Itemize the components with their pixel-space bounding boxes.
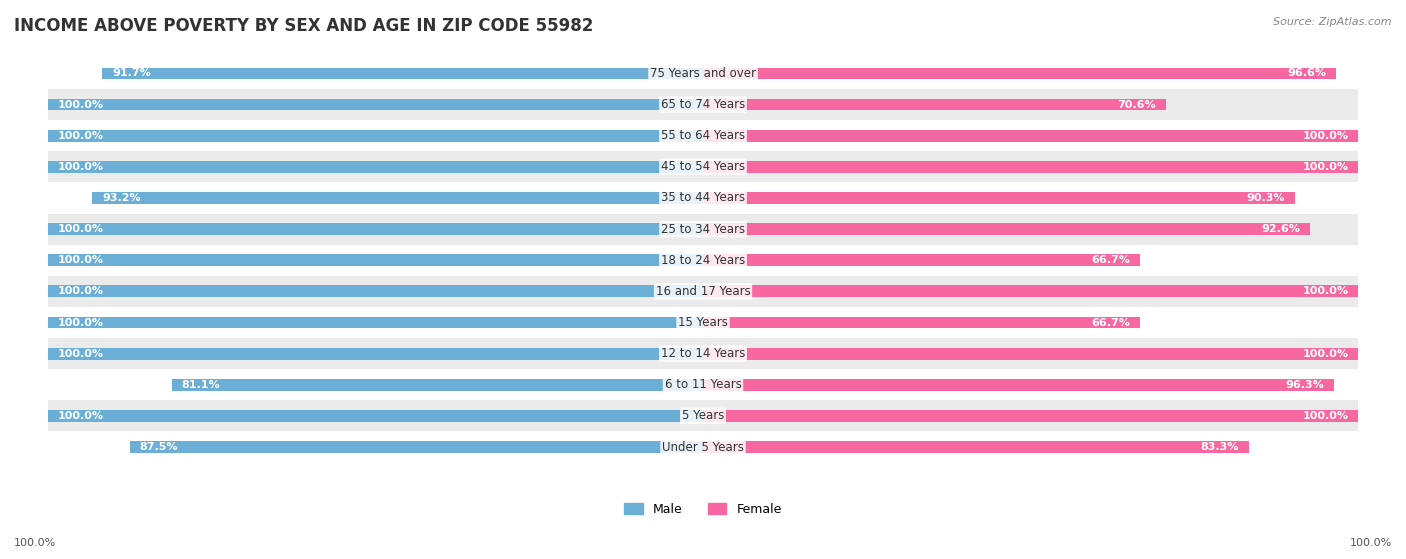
Text: 100.0%: 100.0% <box>1302 131 1348 141</box>
Bar <box>48 182 1358 214</box>
Text: 18 to 24 Years: 18 to 24 Years <box>661 254 745 267</box>
Text: 91.7%: 91.7% <box>112 68 150 78</box>
Bar <box>172 379 703 391</box>
Bar <box>48 369 1358 400</box>
Bar <box>703 130 1358 141</box>
Bar <box>703 192 1295 204</box>
Bar <box>703 348 1358 359</box>
Text: 100.0%: 100.0% <box>1302 286 1348 296</box>
Bar <box>48 307 1358 338</box>
Text: 65 to 74 Years: 65 to 74 Years <box>661 98 745 111</box>
Text: 100.0%: 100.0% <box>58 318 104 328</box>
Text: 100.0%: 100.0% <box>1302 411 1348 421</box>
Bar <box>703 223 1310 235</box>
Text: 6 to 11 Years: 6 to 11 Years <box>665 378 741 391</box>
Text: 100.0%: 100.0% <box>58 224 104 234</box>
Text: 5 Years: 5 Years <box>682 409 724 423</box>
Text: 100.0%: 100.0% <box>58 100 104 110</box>
Text: 12 to 14 Years: 12 to 14 Years <box>661 347 745 360</box>
Text: 100.0%: 100.0% <box>1302 162 1348 172</box>
Text: 81.1%: 81.1% <box>181 380 221 390</box>
Bar <box>48 58 1358 89</box>
Bar <box>703 161 1358 173</box>
Text: Source: ZipAtlas.com: Source: ZipAtlas.com <box>1274 17 1392 27</box>
Text: 83.3%: 83.3% <box>1201 442 1239 452</box>
Text: 93.2%: 93.2% <box>103 193 141 203</box>
Bar <box>48 245 1358 276</box>
Bar <box>48 254 703 266</box>
Bar <box>48 223 703 235</box>
Text: 66.7%: 66.7% <box>1091 255 1130 265</box>
Bar <box>703 410 1358 422</box>
Bar <box>48 120 1358 151</box>
Bar <box>703 286 1358 297</box>
Bar <box>703 68 1336 79</box>
Bar <box>129 441 703 453</box>
Text: 100.0%: 100.0% <box>1302 349 1348 359</box>
Text: 35 to 44 Years: 35 to 44 Years <box>661 192 745 205</box>
Bar <box>48 151 1358 182</box>
Bar <box>703 254 1140 266</box>
Bar <box>48 338 1358 369</box>
Bar <box>703 98 1166 111</box>
Legend: Male, Female: Male, Female <box>619 498 787 521</box>
Text: 16 and 17 Years: 16 and 17 Years <box>655 285 751 298</box>
Text: 70.6%: 70.6% <box>1118 100 1156 110</box>
Text: 15 Years: 15 Years <box>678 316 728 329</box>
Text: 100.0%: 100.0% <box>14 538 56 548</box>
Text: 90.3%: 90.3% <box>1246 193 1285 203</box>
Bar <box>48 410 703 422</box>
Text: 55 to 64 Years: 55 to 64 Years <box>661 129 745 142</box>
Bar <box>48 400 1358 432</box>
Text: INCOME ABOVE POVERTY BY SEX AND AGE IN ZIP CODE 55982: INCOME ABOVE POVERTY BY SEX AND AGE IN Z… <box>14 17 593 35</box>
Text: 96.3%: 96.3% <box>1285 380 1324 390</box>
Bar <box>48 286 703 297</box>
Text: Under 5 Years: Under 5 Years <box>662 440 744 453</box>
Bar <box>48 348 703 359</box>
Text: 100.0%: 100.0% <box>1350 538 1392 548</box>
Text: 100.0%: 100.0% <box>58 286 104 296</box>
Bar <box>48 214 1358 245</box>
Text: 25 to 34 Years: 25 to 34 Years <box>661 222 745 235</box>
Text: 45 to 54 Years: 45 to 54 Years <box>661 160 745 173</box>
Bar <box>703 316 1140 329</box>
Bar <box>48 276 1358 307</box>
Bar <box>48 161 703 173</box>
Text: 75 Years and over: 75 Years and over <box>650 67 756 80</box>
Text: 87.5%: 87.5% <box>139 442 179 452</box>
Text: 100.0%: 100.0% <box>58 349 104 359</box>
Bar <box>48 89 1358 120</box>
Text: 66.7%: 66.7% <box>1091 318 1130 328</box>
Bar <box>48 432 1358 463</box>
Bar <box>48 98 703 111</box>
Text: 96.6%: 96.6% <box>1286 68 1326 78</box>
Bar <box>703 379 1334 391</box>
Text: 92.6%: 92.6% <box>1261 224 1301 234</box>
Bar <box>93 192 703 204</box>
Bar <box>48 130 703 141</box>
Bar <box>703 441 1249 453</box>
Text: 100.0%: 100.0% <box>58 255 104 265</box>
Text: 100.0%: 100.0% <box>58 162 104 172</box>
Text: 100.0%: 100.0% <box>58 411 104 421</box>
Bar <box>48 316 703 329</box>
Text: 100.0%: 100.0% <box>58 131 104 141</box>
Bar <box>103 68 703 79</box>
